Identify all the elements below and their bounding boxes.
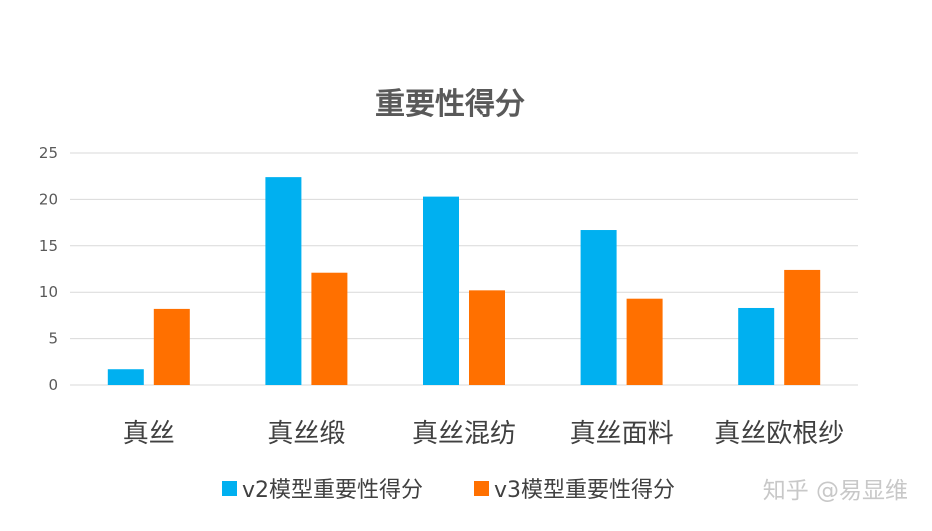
bars <box>107 177 821 385</box>
y-tick-label: 15 <box>39 237 58 255</box>
gridlines <box>70 152 858 386</box>
x-axis-ticks: 真丝 真丝缎 真丝混纺 真丝面料 真丝欧根纱 <box>123 419 844 449</box>
x-tick-label: 真丝缎 <box>267 419 345 449</box>
bar-1-5 <box>738 307 775 385</box>
bar-1-4 <box>580 230 617 385</box>
bar-2-2 <box>311 272 348 385</box>
bar-2-5 <box>784 269 821 385</box>
y-tick-label: 10 <box>39 283 58 301</box>
x-tick-label: 真丝混纺 <box>412 419 516 449</box>
bar-2-3 <box>469 290 505 385</box>
x-tick-label: 真丝面料 <box>570 419 674 449</box>
chart-title: 重要性得分 <box>375 87 525 122</box>
legend-label: v2模型重要性得分 <box>242 478 423 503</box>
y-tick-label: 20 <box>39 190 58 208</box>
x-tick-label: 真丝欧根纱 <box>714 419 844 449</box>
bar-1-1 <box>107 369 144 385</box>
bar-2-1 <box>153 308 190 385</box>
watermark: 知乎 @易显维 <box>763 478 908 504</box>
legend-swatch <box>222 481 237 496</box>
bar-1-2 <box>265 177 302 385</box>
legend-label: v3模型重要性得分 <box>494 478 675 503</box>
y-tick-label: 5 <box>48 330 58 348</box>
y-axis-ticks: 0 5 10 15 20 25 <box>39 144 58 394</box>
bar-2-4 <box>626 298 663 385</box>
legend: v2模型重要性得分 v3模型重要性得分 <box>222 478 675 503</box>
x-tick-label: 真丝 <box>123 419 175 449</box>
bar-1-3 <box>423 196 459 385</box>
legend-swatch <box>474 481 489 496</box>
y-tick-label: 25 <box>39 144 58 162</box>
y-tick-label: 0 <box>48 376 58 394</box>
